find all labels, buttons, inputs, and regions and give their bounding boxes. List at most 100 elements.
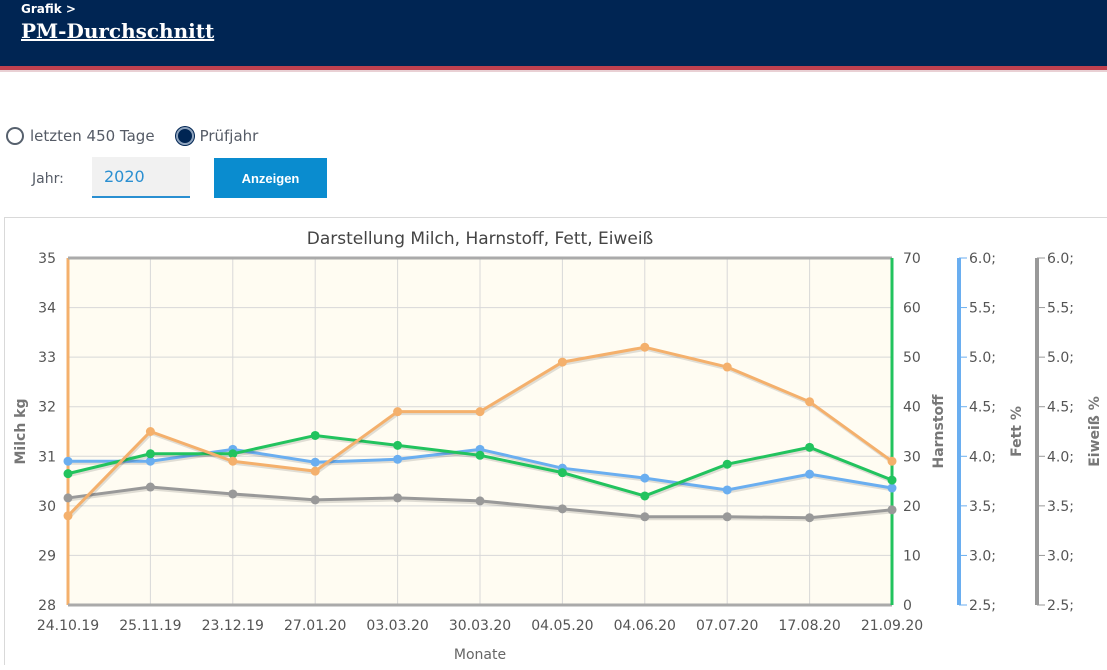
data-point-milch [557,357,567,367]
tick-label-x: 07.07.20 [696,618,758,634]
data-point-eiweiss [722,512,732,522]
tick-label-eiweiss: 3.0; [1047,548,1074,564]
tick-label-milch: 28 [38,598,56,614]
tick-label-harnstoff: 20 [903,499,921,515]
tick-label-harnstoff: 50 [903,350,921,366]
period-radio-group: letzten 450 Tage Prüfjahr [6,124,279,148]
breadcrumb[interactable]: Grafik > [21,2,76,16]
tick-label-harnstoff: 30 [903,449,921,465]
data-point-eiweiss [145,482,155,492]
tick-label-harnstoff: 70 [903,251,921,267]
radio-pruefjahr-label[interactable]: Prüfjahr [199,127,259,145]
axis-label-milch: Milch kg [13,398,29,464]
data-point-harnstoff [228,449,238,459]
data-point-milch [805,397,815,407]
data-point-harnstoff [722,459,732,469]
data-point-harnstoff [640,491,650,501]
radio-pruefjahr[interactable] [175,127,194,145]
page-header: Grafik > PM-Durchschnitt [0,0,1107,72]
axis-label-harnstoff: Harnstoff [931,394,947,469]
tick-label-x: 24.10.19 [37,618,99,634]
tick-label-fett: 5.0; [969,350,996,366]
tick-label-eiweiss: 2.5; [1047,598,1074,614]
data-point-eiweiss [557,504,567,514]
tick-label-x: 30.03.20 [449,618,511,634]
data-point-eiweiss [228,489,238,499]
data-point-milch [63,511,73,521]
tick-label-milch: 32 [38,400,56,416]
data-point-fett [805,469,815,479]
data-point-harnstoff [557,468,567,478]
tick-label-eiweiss: 5.5; [1047,301,1074,317]
tick-label-eiweiss: 3.5; [1047,499,1074,515]
axis-label-x: Monate [454,647,506,663]
tick-label-fett: 5.5; [969,301,996,317]
data-point-fett [393,454,403,464]
data-point-harnstoff [805,442,815,452]
axis-label-eiweiss: Eiweiß % [1087,396,1103,467]
data-point-milch [145,427,155,436]
tick-label-x: 04.05.20 [531,618,593,634]
data-point-harnstoff [310,430,320,440]
tick-label-eiweiss: 4.5; [1047,400,1074,416]
page-title[interactable]: PM-Durchschnitt [21,19,215,43]
data-point-harnstoff [393,440,403,450]
header-accent-line-light [0,70,1107,72]
tick-label-fett: 4.5; [969,400,996,416]
radio-last-450-days-label[interactable]: letzten 450 Tage [30,127,155,145]
data-point-milch [393,407,403,417]
tick-label-fett: 3.0; [969,548,996,564]
chart-title: Darstellung Milch, Harnstoff, Fett, Eiwe… [307,229,654,249]
tick-label-x: 27.01.20 [284,618,346,634]
data-point-milch [887,456,897,466]
line-chart: Darstellung Milch, Harnstoff, Fett, Eiwe… [13,229,1103,663]
data-point-harnstoff [475,450,485,460]
data-point-milch [310,466,320,476]
data-point-eiweiss [887,505,897,515]
tick-label-milch: 29 [38,548,56,564]
tick-label-fett: 6.0; [969,251,996,267]
data-point-fett [310,457,320,467]
axis-label-fett: Fett % [1009,406,1025,457]
tick-label-x: 23.12.19 [202,618,264,634]
tick-label-milch: 35 [38,251,56,267]
year-label: Jahr: [32,171,64,187]
data-point-eiweiss [475,496,485,506]
tick-label-harnstoff: 10 [903,548,921,564]
tick-label-milch: 34 [38,301,56,317]
data-point-milch [640,342,650,352]
tick-label-harnstoff: 40 [903,400,921,416]
radio-last-450-days[interactable] [6,127,24,145]
data-point-eiweiss [63,493,73,503]
data-point-milch [475,407,485,417]
tick-label-x: 21.09.20 [861,618,923,634]
tick-label-x: 04.06.20 [614,618,676,634]
tick-label-milch: 31 [38,449,56,465]
data-point-eiweiss [310,495,320,505]
tick-label-eiweiss: 5.0; [1047,350,1074,366]
tick-label-harnstoff: 0 [903,598,912,614]
tick-label-eiweiss: 4.0; [1047,449,1074,465]
tick-label-fett: 2.5; [969,598,996,614]
data-point-harnstoff [145,449,155,459]
tick-label-milch: 33 [38,350,56,366]
data-point-harnstoff [887,475,897,485]
data-point-eiweiss [805,513,815,523]
tick-label-milch: 30 [38,499,56,515]
data-point-eiweiss [640,512,650,522]
data-point-eiweiss [393,493,403,503]
show-button[interactable]: Anzeigen [214,158,327,198]
data-point-fett [887,483,897,493]
tick-label-x: 03.03.20 [366,618,428,634]
tick-label-harnstoff: 60 [903,301,921,317]
tick-label-x: 17.08.20 [778,618,840,634]
data-point-harnstoff [63,469,73,479]
tick-label-eiweiss: 6.0; [1047,251,1074,267]
data-point-fett [722,485,732,495]
tick-label-x: 25.11.19 [119,618,181,634]
year-input[interactable] [92,157,190,198]
header-accent-line [0,66,1107,70]
data-point-fett [145,456,155,466]
tick-label-fett: 4.0; [969,449,996,465]
tick-label-fett: 3.5; [969,499,996,515]
